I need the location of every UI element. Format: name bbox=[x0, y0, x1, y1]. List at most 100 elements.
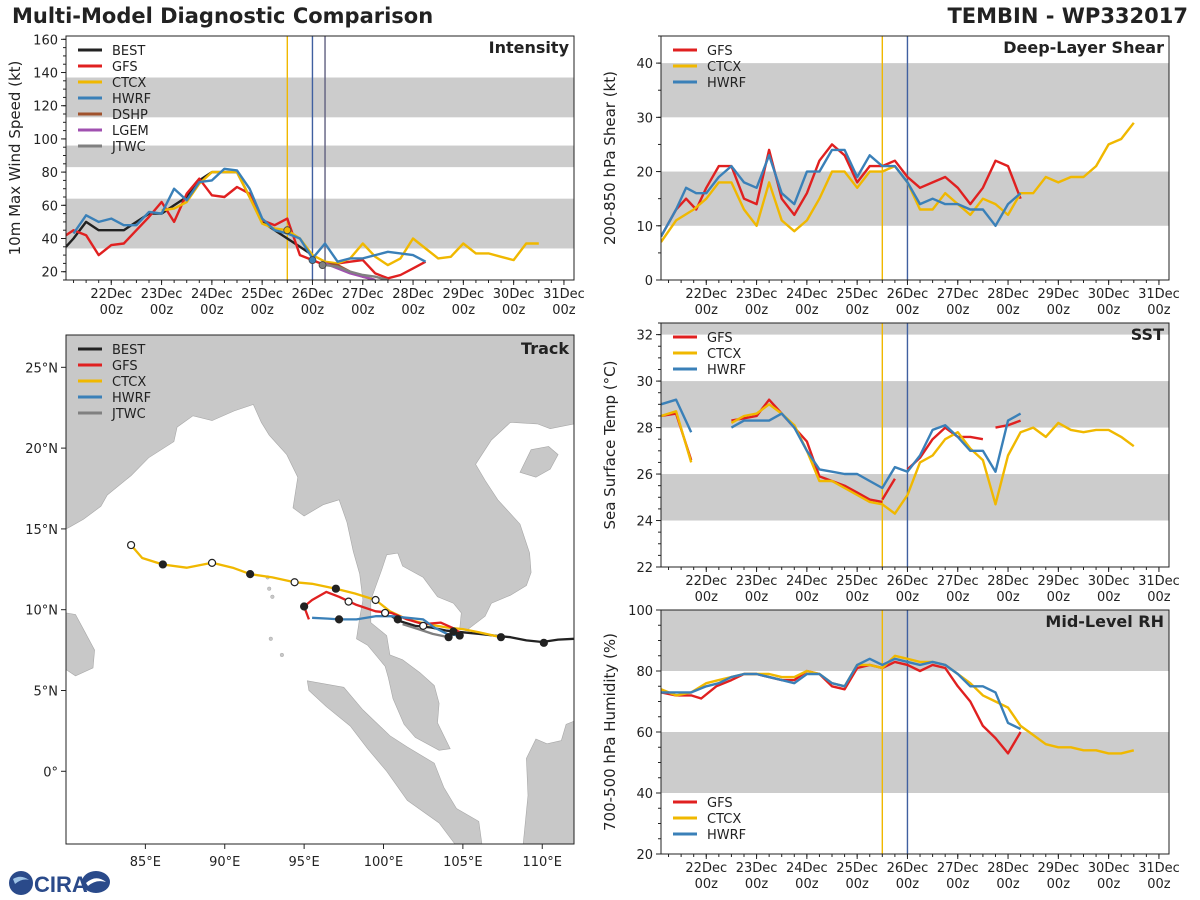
shear-xtick-label-hour: 00z bbox=[845, 303, 869, 318]
rh-legend-entry: HWRF bbox=[673, 828, 746, 843]
rh-xtick-label-hour: 00z bbox=[745, 877, 769, 892]
shear-legend-entry: GFS bbox=[673, 44, 733, 59]
page-title: Multi-Model Diagnostic Comparison bbox=[12, 4, 434, 28]
shear-xtick-label-day: 29Dec bbox=[1037, 287, 1079, 302]
intensity-init-point bbox=[283, 226, 292, 235]
intensity-ytick-label: 100 bbox=[33, 133, 58, 148]
track-marker bbox=[393, 615, 402, 624]
track-series-gfs bbox=[302, 590, 461, 634]
track-ytick-label: 15°N bbox=[25, 523, 58, 538]
track-marker bbox=[334, 615, 344, 624]
sst-xtick-label-hour: 00z bbox=[795, 590, 819, 605]
shear-xtick-label-hour: 00z bbox=[745, 303, 769, 318]
track-series-jtwc bbox=[402, 623, 449, 639]
intensity-series-hwrf bbox=[72, 167, 427, 263]
intensity-init-point bbox=[318, 261, 327, 269]
shear-xtick-label-day: 27Dec bbox=[937, 287, 979, 302]
sst-xtick-label-hour: 00z bbox=[845, 590, 869, 605]
intensity-ytick-label: 160 bbox=[33, 33, 58, 48]
shear-xtick-label-hour: 00z bbox=[795, 303, 819, 318]
shear-xtick-label-hour: 00z bbox=[695, 303, 719, 318]
intensity-legend-entry: LGEM bbox=[78, 124, 149, 139]
intensity-legend-label: DSHP bbox=[112, 108, 148, 123]
panel-sst: 22242628303222Dec00z23Dec00z24Dec00z25De… bbox=[601, 322, 1180, 605]
track-legend-label: BEST bbox=[112, 343, 145, 358]
intensity-ytick-label: 120 bbox=[33, 100, 58, 115]
sst-series-gfs bbox=[881, 478, 896, 501]
sst-series-gfs bbox=[731, 398, 883, 504]
rh-legend-label: HWRF bbox=[707, 828, 746, 843]
intensity-ytick-label: 20 bbox=[41, 266, 58, 281]
track-marker bbox=[126, 540, 136, 550]
intensity-series-jtwc bbox=[324, 263, 389, 280]
track-island bbox=[270, 594, 275, 599]
rh-xtick-label-day: 24Dec bbox=[786, 861, 828, 876]
sst-xtick-label-day: 26Dec bbox=[887, 574, 929, 589]
rh-legend-entry: GFS bbox=[673, 796, 733, 811]
intensity-xtick-label-day: 23Dec bbox=[141, 287, 183, 302]
rh-xtick-label-hour: 00z bbox=[845, 877, 869, 892]
sst-ytick-label: 24 bbox=[636, 515, 653, 530]
rh-xtick-label-day: 22Dec bbox=[685, 861, 727, 876]
track-marker bbox=[344, 597, 353, 606]
track-legend-label: JTWC bbox=[111, 407, 146, 422]
sst-legend-label: GFS bbox=[707, 331, 733, 346]
intensity-legend-entry: GFS bbox=[78, 60, 138, 75]
intensity-xtick-label-day: 26Dec bbox=[292, 287, 334, 302]
shear-ylabel: 200-850 hPa Shear (kt) bbox=[601, 71, 619, 245]
track-marker bbox=[371, 595, 380, 605]
track-xtick-label: 100°E bbox=[364, 855, 404, 870]
sst-xtick-label-hour: 00z bbox=[946, 590, 970, 605]
sst-xtick-label-day: 22Dec bbox=[685, 574, 727, 589]
track-marker bbox=[246, 570, 255, 579]
intensity-legend-entry: HWRF bbox=[78, 92, 151, 107]
globe-land-shape bbox=[13, 876, 29, 884]
rh-xtick-label-hour: 00z bbox=[1047, 877, 1071, 892]
sst-series-ctcx bbox=[661, 410, 693, 463]
track-landmass bbox=[522, 720, 574, 844]
shear-ytick-label: 0 bbox=[645, 274, 653, 289]
rh-plot-area bbox=[661, 610, 1169, 854]
rh-series-gfs bbox=[661, 660, 1022, 755]
track-ytick-label: 25°N bbox=[25, 361, 58, 376]
rh-xtick-label-hour: 00z bbox=[946, 877, 970, 892]
intensity-xtick-label-hour: 00z bbox=[502, 303, 526, 318]
sst-xtick-label-day: 25Dec bbox=[836, 574, 878, 589]
intensity-xtick-label-hour: 00z bbox=[401, 303, 425, 318]
sst-xtick-label-hour: 00z bbox=[745, 590, 769, 605]
sst-legend-label: CTCX bbox=[707, 347, 741, 362]
shear-xtick-label-hour: 00z bbox=[996, 303, 1020, 318]
cira-logo: CIRA bbox=[9, 871, 110, 897]
track-legend-label: GFS bbox=[112, 359, 138, 374]
track-xtick-label: 110°E bbox=[522, 855, 562, 870]
intensity-legend-label: BEST bbox=[112, 44, 145, 59]
rh-ytick-label: 60 bbox=[636, 726, 653, 741]
intensity-band bbox=[66, 77, 574, 118]
intensity-band bbox=[66, 145, 574, 168]
rh-xtick-label-hour: 00z bbox=[795, 877, 819, 892]
shear-ytick-label: 40 bbox=[636, 57, 653, 72]
track-marker bbox=[539, 638, 548, 647]
intensity-ytick-label: 140 bbox=[33, 67, 58, 82]
sst-legend-entry: GFS bbox=[673, 331, 733, 346]
intensity-ylabel: 10m Max Wind Speed (kt) bbox=[6, 61, 24, 256]
shear-xtick-label-hour: 00z bbox=[1147, 303, 1171, 318]
sst-band bbox=[661, 323, 1169, 335]
track-marker bbox=[207, 558, 217, 567]
sst-xtick-label-hour: 00z bbox=[1047, 590, 1071, 605]
logo-text: CIRA bbox=[34, 872, 88, 897]
sst-xtick-label-hour: 00z bbox=[1097, 590, 1121, 605]
panel-rh: 2040608010022Dec00z23Dec00z24Dec00z25Dec… bbox=[601, 604, 1180, 892]
track-landmass bbox=[66, 335, 574, 751]
track-landmass bbox=[66, 612, 95, 677]
shear-xtick-label-day: 25Dec bbox=[836, 287, 878, 302]
track-plot-area bbox=[66, 335, 574, 844]
rh-ytick-label: 100 bbox=[628, 604, 653, 619]
sst-xtick-label-hour: 00z bbox=[896, 590, 920, 605]
intensity-xtick-label-day: 28Dec bbox=[392, 287, 434, 302]
sst-xtick-label-day: 30Dec bbox=[1088, 574, 1130, 589]
intensity-xtick-label-hour: 00z bbox=[150, 303, 174, 318]
intensity-legend-label: GFS bbox=[112, 60, 138, 75]
shear-xtick-label-hour: 00z bbox=[1097, 303, 1121, 318]
intensity-xtick-label-day: 31Dec bbox=[543, 287, 585, 302]
